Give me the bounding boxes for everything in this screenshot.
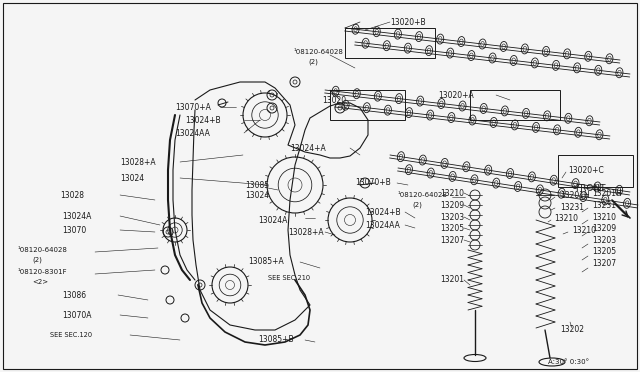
Text: (2): (2) — [412, 202, 422, 208]
Text: 13209: 13209 — [440, 201, 464, 209]
Text: <2>: <2> — [32, 279, 48, 285]
Text: 13201H: 13201H — [592, 189, 621, 198]
Text: A:30° 0:30°: A:30° 0:30° — [548, 359, 589, 365]
Text: 13020+C: 13020+C — [568, 166, 604, 174]
Text: 13085: 13085 — [245, 180, 269, 189]
Text: 13202: 13202 — [560, 326, 584, 334]
Text: 13203: 13203 — [440, 212, 464, 221]
Bar — [330, 90, 405, 120]
Text: 13210: 13210 — [592, 212, 616, 221]
Text: 13024AA: 13024AA — [365, 221, 400, 230]
Text: 13028+A: 13028+A — [288, 228, 324, 237]
Text: 13024+B: 13024+B — [185, 115, 221, 125]
Text: 13203: 13203 — [592, 235, 616, 244]
Text: (2): (2) — [308, 59, 318, 65]
Text: 13210: 13210 — [554, 214, 578, 222]
Text: 13070+A: 13070+A — [175, 103, 211, 112]
Text: 13231: 13231 — [560, 202, 584, 212]
Text: 13020+B: 13020+B — [390, 17, 426, 26]
Text: ¹08120-64028: ¹08120-64028 — [18, 247, 68, 253]
Text: 13205: 13205 — [440, 224, 464, 232]
Text: 13205: 13205 — [592, 247, 616, 257]
Text: 13070: 13070 — [62, 225, 86, 234]
Text: 13028+A: 13028+A — [120, 157, 156, 167]
Text: 13209: 13209 — [592, 224, 616, 232]
Text: 13024: 13024 — [120, 173, 144, 183]
Text: 13231: 13231 — [592, 201, 616, 209]
Text: 13024: 13024 — [245, 190, 269, 199]
Bar — [345, 28, 435, 58]
Text: 13210: 13210 — [572, 225, 596, 234]
Text: ¹08120-8301F: ¹08120-8301F — [18, 269, 68, 275]
Text: 13210: 13210 — [440, 189, 464, 198]
Text: 13207: 13207 — [592, 260, 616, 269]
Bar — [558, 155, 633, 187]
Text: 13207: 13207 — [440, 235, 464, 244]
Text: 13024+B: 13024+B — [365, 208, 401, 217]
Text: 13086: 13086 — [62, 291, 86, 299]
Text: 13085+A: 13085+A — [248, 257, 284, 266]
Text: (2): (2) — [32, 257, 42, 263]
Text: 13070+B: 13070+B — [355, 177, 391, 186]
Text: 13024A: 13024A — [62, 212, 92, 221]
Text: 13020+A: 13020+A — [438, 90, 474, 99]
Text: 13024A: 13024A — [258, 215, 287, 224]
Bar — [470, 90, 560, 120]
Text: SEE SEC.210: SEE SEC.210 — [268, 275, 310, 281]
Text: ¹08120-64028: ¹08120-64028 — [294, 49, 344, 55]
Text: FRONT: FRONT — [575, 183, 605, 192]
Text: 13020: 13020 — [322, 96, 346, 105]
Text: ¹08120-64028: ¹08120-64028 — [398, 192, 448, 198]
Text: 13024+A: 13024+A — [290, 144, 326, 153]
Text: 13201H: 13201H — [560, 190, 589, 199]
Text: SEE SEC.120: SEE SEC.120 — [50, 332, 92, 338]
Text: 13085+B: 13085+B — [258, 336, 294, 344]
Text: 13024AA: 13024AA — [175, 128, 210, 138]
Text: 13070A: 13070A — [62, 311, 92, 320]
Text: 13028: 13028 — [60, 190, 84, 199]
Text: 13201: 13201 — [440, 276, 464, 285]
